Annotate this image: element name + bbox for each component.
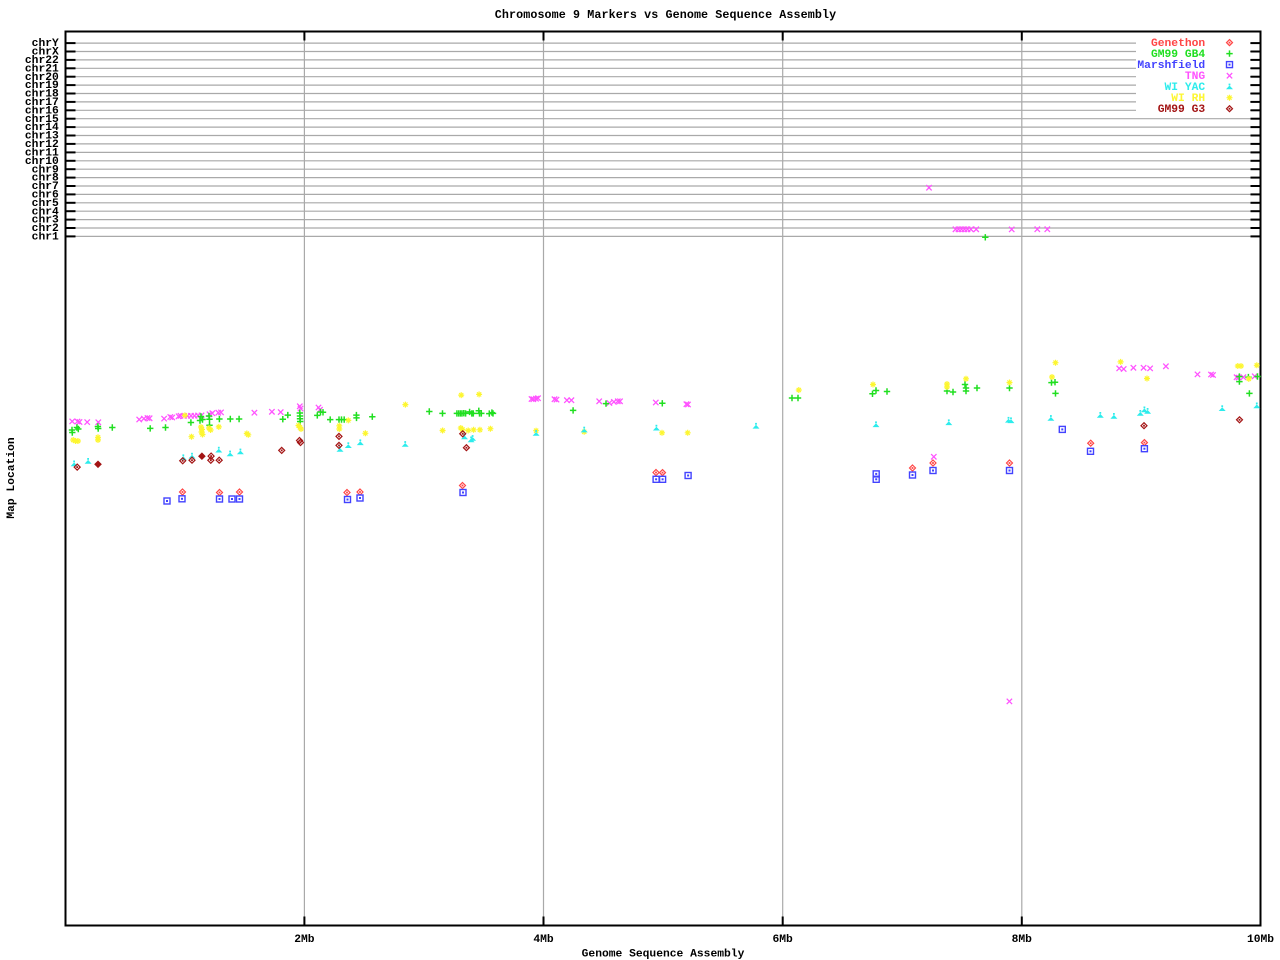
svg-text:chr1: chr1 <box>32 231 59 243</box>
svg-text:chr4: chr4 <box>32 206 59 218</box>
svg-text:2Mb: 2Mb <box>294 934 315 946</box>
svg-text:chr9: chr9 <box>32 164 59 176</box>
svg-text:chr14: chr14 <box>25 122 59 134</box>
svg-text:Marshfield: Marshfield <box>1137 60 1205 72</box>
svg-text:4Mb: 4Mb <box>533 934 554 946</box>
svg-text:chrY: chrY <box>32 38 59 50</box>
svg-text:6Mb: 6Mb <box>772 934 793 946</box>
svg-text:TNG: TNG <box>1185 71 1206 83</box>
svg-text:chr15: chr15 <box>25 114 59 126</box>
svg-text:Genome Sequence Assembly: Genome Sequence Assembly <box>582 949 745 960</box>
svg-text:chr6: chr6 <box>32 189 59 201</box>
svg-text:Genethon: Genethon <box>1151 38 1205 50</box>
svg-text:chr18: chr18 <box>25 89 59 101</box>
svg-text:chr21: chr21 <box>25 63 59 75</box>
svg-text:10Mb: 10Mb <box>1247 934 1274 946</box>
svg-text:8Mb: 8Mb <box>1012 934 1033 946</box>
svg-text:chr10: chr10 <box>25 156 59 168</box>
svg-text:chr11: chr11 <box>25 147 59 159</box>
svg-text:GM99 G3: GM99 G3 <box>1158 104 1206 116</box>
svg-text:chr17: chr17 <box>25 97 59 109</box>
svg-text:chr8: chr8 <box>32 173 59 185</box>
svg-text:chr2: chr2 <box>32 223 59 235</box>
svg-text:chr19: chr19 <box>25 80 59 92</box>
svg-text:chr22: chr22 <box>25 55 59 67</box>
svg-text:WI YAC: WI YAC <box>1165 82 1206 94</box>
svg-text:Map Location: Map Location <box>6 437 18 519</box>
svg-text:chr5: chr5 <box>32 198 59 210</box>
svg-text:chr20: chr20 <box>25 72 59 84</box>
svg-text:chr7: chr7 <box>32 181 59 193</box>
svg-text:Chromosome 9 Markers vs Genome: Chromosome 9 Markers vs Genome Sequence … <box>495 8 836 22</box>
svg-text:chr16: chr16 <box>25 105 59 117</box>
svg-text:GM99 GB4: GM99 GB4 <box>1151 49 1205 61</box>
svg-text:chrX: chrX <box>32 47 59 59</box>
svg-text:chr12: chr12 <box>25 139 59 151</box>
svg-text:WI RH: WI RH <box>1171 93 1205 105</box>
svg-text:chr3: chr3 <box>32 215 59 227</box>
svg-text:chr13: chr13 <box>25 131 59 143</box>
